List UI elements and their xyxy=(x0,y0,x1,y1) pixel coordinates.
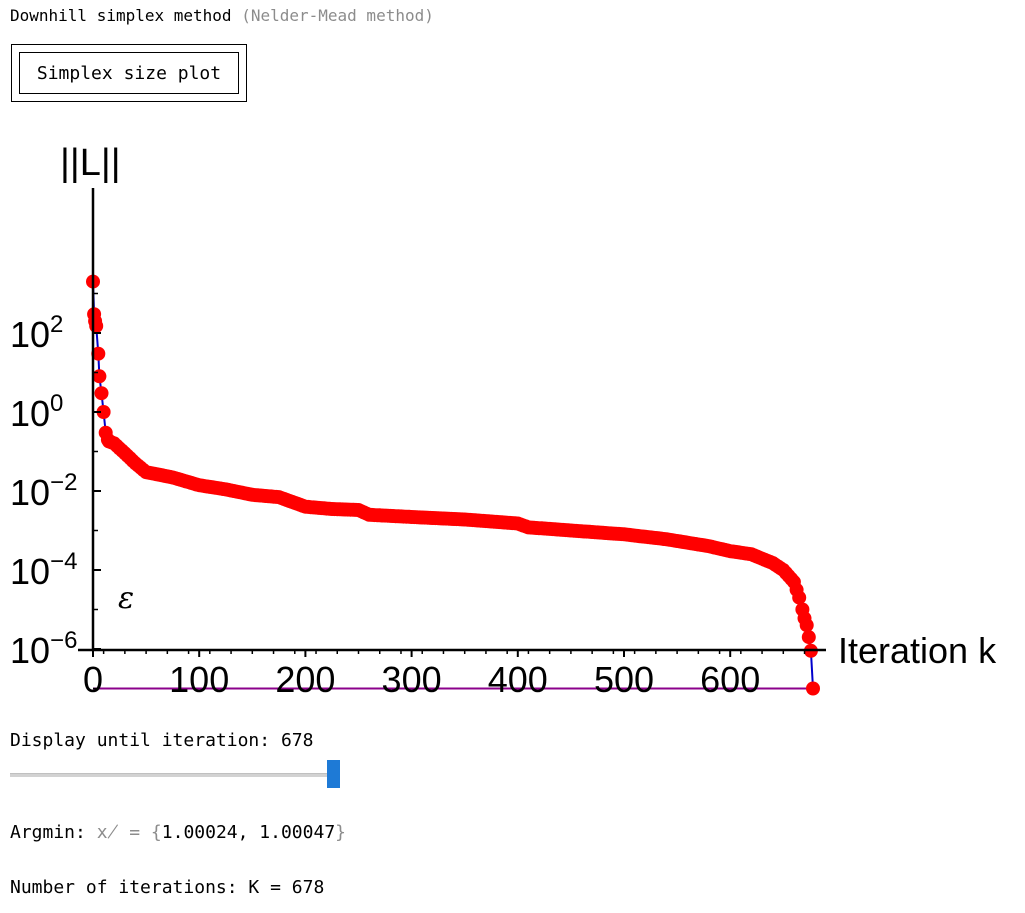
display-until-value: 678 xyxy=(280,730,314,751)
iterations-value: 678 xyxy=(291,877,325,898)
data-point xyxy=(96,405,111,419)
data-point xyxy=(89,319,104,333)
iteration-slider[interactable] xyxy=(10,760,340,790)
iterations-label: Number of iterations: K = xyxy=(10,877,281,898)
x-tick-label: 300 xyxy=(382,659,442,700)
data-point xyxy=(92,369,107,384)
argmin-equals: = xyxy=(129,822,141,843)
argmin-label: Argmin: xyxy=(10,822,86,843)
iterations-row: Number of iterations: K = 678 xyxy=(10,877,324,898)
data-point xyxy=(801,630,816,645)
x-axis-label: Iteration k xyxy=(838,630,997,671)
data-point xyxy=(792,590,807,605)
x-tick-label: 0 xyxy=(83,659,103,700)
argmin-symbol: x̸ xyxy=(96,822,119,843)
y-tick-label: 102 xyxy=(10,311,63,355)
data-point xyxy=(806,681,820,696)
data-point xyxy=(94,386,109,401)
x-tick-label: 400 xyxy=(488,659,548,700)
epsilon-label: ε xyxy=(118,581,134,616)
y-tick-label: 10−2 xyxy=(10,469,77,513)
x-tick-label: 600 xyxy=(700,659,760,700)
slider-track[interactable] xyxy=(10,773,340,777)
x-tick-label: 100 xyxy=(169,659,229,700)
data-point xyxy=(91,346,106,361)
argmin-row: Argmin: x̸ = {1.00024, 1.00047} xyxy=(10,822,346,843)
display-until-row: Display until iteration: 678 xyxy=(10,730,313,751)
argmin-close-brace: } xyxy=(335,822,346,843)
simplex-size-chart: 0 100 200 300 400 500 600 102 100 10−2 10−4 10−6 |… xyxy=(10,142,997,700)
argmin-values: 1.00024, 1.00047 xyxy=(161,822,336,843)
y-tick-label: 10−6 xyxy=(10,627,77,671)
title-subtitle: (Nelder-Mead method) xyxy=(241,6,434,25)
title-main: Downhill simplex method xyxy=(10,6,232,25)
display-until-label: Display until iteration: xyxy=(10,730,271,751)
data-point xyxy=(799,618,814,633)
y-axis-label: ||L|| xyxy=(60,142,121,184)
plot-button-frame xyxy=(11,44,247,102)
page-title: Downhill simplex method (Nelder-Mead met… xyxy=(10,6,434,25)
y-tick-label: 10−4 xyxy=(10,548,77,592)
simplex-size-plot-button[interactable]: Simplex size plot xyxy=(19,52,239,94)
slider-thumb[interactable] xyxy=(327,760,340,788)
argmin-open-brace: { xyxy=(150,822,162,843)
x-tick-label: 500 xyxy=(594,659,654,700)
y-tick-label: 100 xyxy=(10,390,63,434)
x-tick-label: 200 xyxy=(275,659,335,700)
